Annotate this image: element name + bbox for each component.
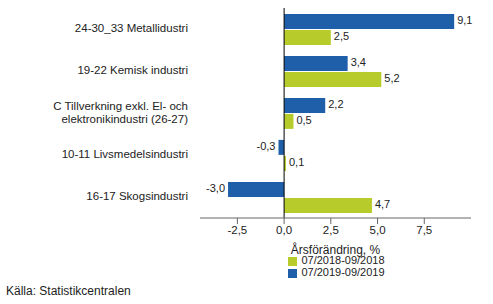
svg-text:0,1: 0,1 — [289, 156, 304, 168]
svg-text:Årsförändring, %: Årsförändring, % — [291, 242, 381, 257]
svg-text:-0,3: -0,3 — [257, 140, 276, 152]
svg-text:7,5: 7,5 — [416, 224, 432, 236]
svg-text:3,4: 3,4 — [351, 56, 366, 68]
svg-text:10-11 Livsmedelsindustri: 10-11 Livsmedelsindustri — [62, 148, 188, 160]
html-text:07/2018-09/2018: 07/2018-09/2018 — [301, 254, 385, 266]
svg-text:19-22 Kemisk industri: 19-22 Kemisk industri — [77, 64, 188, 76]
svg-text:2,2: 2,2 — [328, 98, 343, 110]
svg-text:5,0: 5,0 — [370, 224, 386, 236]
svg-text:5,2: 5,2 — [384, 72, 399, 84]
svg-text:4,7: 4,7 — [375, 198, 390, 210]
svg-text:C Tillverkning exkl. El- ochel: C Tillverkning exkl. El- ochelektronikin… — [53, 100, 188, 125]
svg-text:24-30_33 Metallidustri: 24-30_33 Metallidustri — [75, 22, 188, 34]
html-text:07/2019-09/2019: 07/2019-09/2019 — [301, 266, 385, 278]
svg-text:-3,0: -3,0 — [206, 182, 225, 194]
svg-text:16-17 Skogsindustri: 16-17 Skogsindustri — [86, 190, 188, 202]
svg-text:0,5: 0,5 — [296, 114, 311, 126]
svg-text:2,5: 2,5 — [323, 224, 339, 236]
html-text:Källa: Statistikcentralen: Källa: Statistikcentralen — [6, 284, 131, 298]
svg-text:2,5: 2,5 — [334, 30, 349, 42]
svg-text:0,0: 0,0 — [276, 224, 292, 236]
svg-text:-2,5: -2,5 — [227, 224, 247, 236]
svg-text:9,1: 9,1 — [457, 14, 472, 26]
